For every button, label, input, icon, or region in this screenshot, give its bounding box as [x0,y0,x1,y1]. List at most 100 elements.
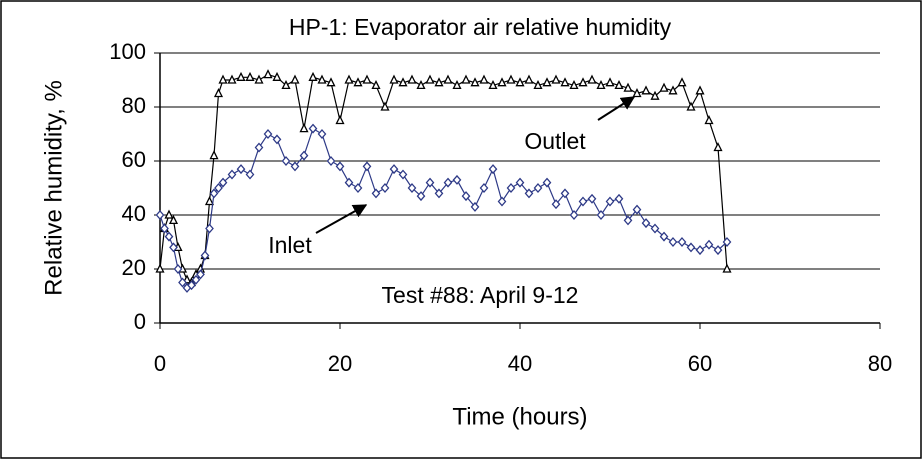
marker [254,74,264,84]
marker [659,231,669,242]
marker [452,79,462,90]
marker [659,82,669,92]
marker [668,85,678,95]
marker [434,188,444,199]
marker [218,177,228,188]
marker [204,196,215,206]
marker [263,129,273,139]
marker [578,77,588,87]
x-tick-label: 40 [508,351,532,376]
marker [196,269,205,280]
marker [713,142,723,152]
marker [632,204,642,215]
marker [677,237,687,247]
y-tick-label: 80 [122,93,146,118]
marker [416,79,426,90]
y-tick-label: 20 [122,255,146,280]
marker [488,79,498,90]
marker [169,242,178,253]
marker [587,193,597,204]
marker [560,188,570,199]
marker [623,215,633,226]
marker [191,274,201,285]
marker [443,74,453,84]
annotation: Test #88: April 9-12 [382,282,579,308]
x-tick-label: 0 [154,351,166,376]
marker [308,123,318,134]
marker [290,161,300,172]
marker [704,115,714,125]
marker [380,101,390,111]
marker [389,164,399,175]
marker [272,134,282,145]
annotation: Outlet [524,128,586,154]
marker [686,101,696,111]
arrow [597,96,636,121]
marker [686,242,696,253]
marker [551,199,561,210]
marker [272,71,282,81]
marker [452,174,462,185]
marker [389,74,399,84]
marker [506,74,516,84]
marker [461,74,471,84]
marker [227,74,237,84]
marker [596,79,606,90]
marker [164,209,174,219]
marker [168,214,179,225]
marker [605,196,615,207]
marker [497,77,507,87]
marker [650,90,660,100]
marker [155,210,165,220]
marker [178,277,187,288]
marker [218,74,228,84]
marker [524,188,534,199]
marker [632,88,642,98]
marker [587,74,597,84]
marker [407,183,417,193]
x-axis-label: Time (hours) [452,403,587,430]
marker [164,231,174,242]
marker [380,183,390,193]
marker [650,223,660,234]
marker [398,169,408,180]
marker [200,250,210,261]
marker [614,79,624,90]
marker [371,188,381,199]
marker [317,129,327,139]
marker [551,74,561,84]
marker [326,156,336,166]
marker [236,164,246,175]
marker [479,74,489,84]
marker [227,169,237,180]
marker [308,71,318,81]
marker [317,74,327,84]
marker [515,77,525,87]
marker [542,77,552,87]
marker [542,177,552,188]
marker [299,123,309,133]
marker [407,74,417,84]
marker [434,77,444,87]
marker [641,85,651,95]
y-tick-label: 100 [109,39,146,64]
marker [722,263,732,273]
marker [263,69,273,79]
arrow [315,204,368,234]
marker [506,183,516,193]
marker [605,77,615,87]
y-tick-label: 0 [134,309,146,334]
marker [214,183,223,193]
marker [362,161,372,172]
marker [623,82,633,92]
marker [344,177,354,188]
marker [479,183,489,193]
marker [245,71,255,81]
marker [641,218,651,229]
marker [353,183,363,193]
marker [614,193,624,204]
x-tick-label: 20 [328,351,352,376]
marker [155,263,165,273]
marker [524,74,534,84]
y-axis-label: Relative humidity, % [40,80,67,296]
